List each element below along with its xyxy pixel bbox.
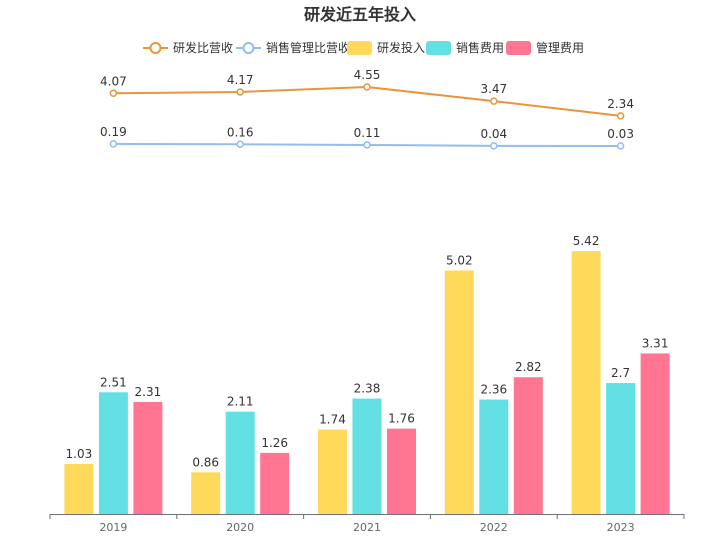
legend-label: 管理费用	[536, 40, 584, 55]
bar-value-label: 1.76	[388, 412, 415, 426]
bar	[640, 353, 670, 514]
legend-swatch	[347, 41, 372, 55]
bar-value-label: 2.82	[515, 360, 542, 374]
bar	[318, 429, 347, 514]
legend: 研发比营收 销售管理比营收 研发投入 销售费用 管理费用	[143, 40, 584, 55]
legend-label: 销售管理比营收	[266, 40, 350, 55]
legend-item: 研发投入	[347, 40, 425, 55]
bar-value-label: 2.38	[354, 382, 381, 396]
line-series	[113, 85, 621, 117]
line-point	[109, 140, 118, 148]
line-point	[109, 89, 118, 98]
bar	[513, 377, 543, 514]
bar	[352, 398, 382, 514]
line-value-label: 0.04	[480, 127, 507, 141]
bar	[606, 383, 636, 514]
line-point	[363, 83, 371, 91]
bar	[479, 399, 509, 514]
bar-value-label: 5.02	[446, 254, 473, 268]
bar-value-label: 3.31	[642, 336, 669, 350]
line-point	[490, 142, 498, 150]
line-value-label: 4.17	[227, 73, 254, 87]
bar	[133, 401, 163, 514]
line-point	[363, 141, 371, 149]
bar-value-label: 2.11	[227, 395, 254, 409]
line-point	[236, 140, 244, 149]
bar-plot: 1.03 0.86 1.74 5.02 5.42 2.51 2.11 2.38 2.36 2.7 2…	[64, 234, 670, 514]
bar-value-label: 2.7	[611, 366, 630, 380]
line-point	[616, 142, 625, 150]
x-tick-label: 2023	[607, 521, 635, 534]
legend-circle-marker	[149, 42, 162, 54]
legend-label: 研发投入	[377, 40, 425, 55]
line-plot: 4.07 4.17 4.55 3.47 2.34 0.19 0.16 0.11 0.04 0.03	[100, 68, 634, 150]
legend-circle-marker	[242, 42, 255, 54]
bar-value-label: 5.42	[573, 234, 600, 248]
line-value-label: 0.19	[100, 125, 127, 139]
x-tick-label: 2021	[353, 521, 381, 534]
legend-swatch	[506, 41, 531, 55]
line-value-label: 4.55	[354, 68, 381, 82]
x-axis: 2019 2020 2021 2022 2023	[49, 514, 685, 534]
bar	[225, 411, 255, 514]
legend-swatch	[426, 41, 451, 55]
bar-value-label: 2.31	[135, 385, 162, 399]
legend-item: 销售管理比营收	[236, 40, 350, 55]
bar	[64, 464, 94, 514]
line-value-label: 3.47	[480, 82, 507, 96]
legend-label: 销售费用	[456, 40, 504, 55]
chart-title: 研发近五年投入	[304, 5, 416, 24]
x-tick-label: 2020	[226, 521, 254, 534]
bar-value-label: 1.26	[261, 436, 288, 450]
bar-value-label: 1.74	[319, 413, 346, 427]
bar-value-label: 2.36	[480, 383, 507, 397]
legend-item: 销售费用	[426, 40, 504, 55]
line-point	[236, 88, 244, 96]
legend-item: 管理费用	[506, 40, 584, 55]
line-value-label: 2.34	[607, 97, 634, 111]
bar	[444, 270, 474, 514]
bar	[191, 472, 221, 514]
line-point	[616, 112, 625, 120]
legend-label: 研发比营收	[173, 40, 233, 55]
bar	[260, 452, 290, 514]
line-value-label: 4.07	[100, 74, 127, 88]
line-value-label: 0.16	[227, 125, 254, 139]
legend-item: 研发比营收	[143, 40, 233, 55]
line-point	[490, 97, 498, 105]
x-tick-label: 2019	[99, 521, 127, 534]
bar-value-label: 2.51	[100, 375, 127, 389]
x-tick-label: 2022	[480, 521, 508, 534]
bar	[571, 251, 601, 514]
bar-value-label: 0.86	[192, 455, 219, 469]
line-value-label: 0.03	[607, 127, 634, 141]
bar	[387, 428, 416, 514]
line-value-label: 0.11	[354, 126, 381, 140]
bar-value-label: 1.03	[66, 447, 93, 461]
bar	[98, 392, 128, 514]
